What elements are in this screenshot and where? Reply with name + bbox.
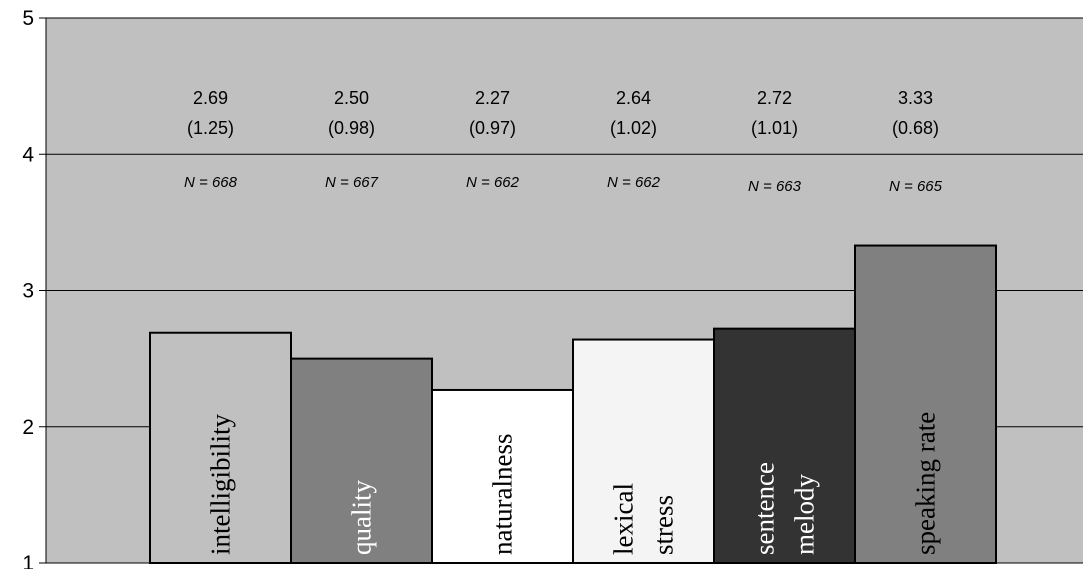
y-tick-label: 2: [22, 416, 34, 439]
bar-category-label: sentence: [750, 462, 780, 555]
bar-category-label: intelligibility: [206, 414, 236, 555]
mean-value-label: 2.64: [616, 88, 651, 108]
sample-size-label: N = 665: [889, 178, 943, 195]
mean-value-label: 2.69: [193, 88, 228, 108]
data-labels: intelligibility 2.69 (1.25) N = 668 quality 2…: [184, 88, 943, 555]
mean-value-label: 2.72: [757, 88, 792, 108]
bar-category-label: melody: [790, 474, 820, 555]
bar-naturalness: [431, 388, 574, 564]
sd-value-label: (0.97): [469, 118, 516, 138]
bars: [149, 244, 997, 564]
sd-value-label: (1.02): [610, 118, 657, 138]
y-axis: 1 2 3 4 5: [22, 7, 47, 569]
bar-category-label: naturalness: [488, 434, 518, 555]
sd-value-label: (1.25): [187, 118, 234, 138]
bar-lexical-stress: [572, 338, 715, 564]
sample-size-label: N = 662: [466, 174, 520, 191]
y-tick-label: 3: [22, 280, 34, 303]
y-tick-label: 5: [22, 7, 34, 30]
mean-value-label: 3.33: [898, 88, 933, 108]
mean-value-label: 2.50: [334, 88, 369, 108]
sample-size-label: N = 662: [607, 174, 661, 191]
y-tick-label: 1: [22, 552, 34, 569]
sample-size-label: N = 667: [325, 174, 379, 191]
bar-category-label: stress: [649, 495, 679, 555]
y-tick-label: 4: [22, 143, 34, 166]
mean-value-label: 2.27: [475, 88, 510, 108]
bar-category-label: lexical: [609, 483, 639, 555]
bar-sentence-melody: [713, 327, 856, 564]
sample-size-label: N = 663: [748, 178, 802, 195]
sd-value-label: (1.01): [751, 118, 798, 138]
bar-speaking-rate: [854, 244, 997, 564]
sd-value-label: (0.68): [892, 118, 939, 138]
bar-category-label: speaking rate: [911, 412, 941, 555]
bar-category-label: quality: [347, 480, 377, 555]
sample-size-label: N = 668: [184, 174, 238, 191]
sd-value-label: (0.98): [328, 118, 375, 138]
